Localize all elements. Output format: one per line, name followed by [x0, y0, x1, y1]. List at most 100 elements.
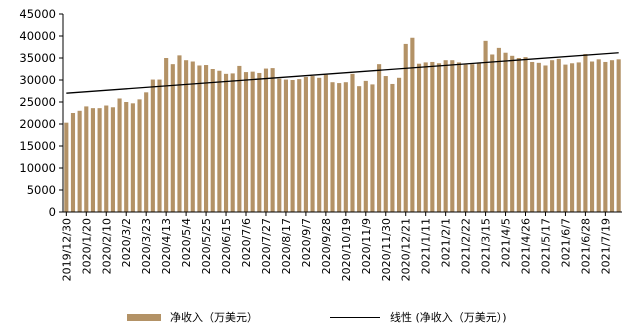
y-tick-label: 35000	[19, 51, 56, 65]
bar	[383, 76, 388, 212]
bar	[97, 108, 102, 212]
bar	[117, 98, 122, 212]
bar	[350, 73, 355, 212]
bar	[164, 58, 169, 212]
y-tick-label: 25000	[19, 95, 56, 109]
bar	[64, 122, 69, 212]
bar	[184, 60, 189, 213]
x-tick-label: 2021/2/22	[460, 218, 473, 274]
bar	[330, 82, 335, 212]
bar	[157, 79, 162, 212]
y-axis: 0 5000 10000 15000 20000 25000 30000 35000 40000…	[19, 7, 64, 219]
x-tick-label: 2021/3/15	[480, 218, 493, 274]
bar	[596, 59, 601, 212]
bar	[616, 59, 621, 212]
bar	[217, 70, 222, 212]
x-tick-label: 2021/4/26	[520, 218, 533, 274]
bar	[377, 64, 382, 212]
bar	[603, 61, 608, 213]
bar	[556, 58, 561, 212]
bar	[397, 77, 402, 212]
bar	[483, 40, 488, 213]
bar	[137, 99, 142, 212]
x-tick-label: 2020/3/23	[140, 218, 153, 274]
x-tick-label: 2020/9/7	[300, 218, 313, 267]
bar-series	[64, 37, 621, 213]
bar	[357, 86, 362, 212]
trend-line	[66, 52, 619, 94]
bar	[277, 78, 282, 213]
x-tick-label: 2021/4/5	[500, 218, 513, 267]
x-tick-label: 2020/5/4	[180, 218, 193, 267]
x-tick-label: 2020/11/9	[360, 218, 373, 274]
y-tick-label: 30000	[19, 73, 56, 87]
bar	[430, 61, 435, 213]
bar	[450, 60, 455, 213]
x-tick-label: 2019/12/30	[60, 218, 73, 281]
bar	[436, 63, 442, 212]
bar	[297, 79, 302, 213]
legend-item-linear-trend: 线性 (净收入（万美元）)	[330, 309, 507, 325]
x-tick-label: 2020/10/19	[340, 218, 353, 281]
bar	[463, 64, 468, 212]
bar	[510, 55, 515, 212]
net-income-chart: 0 5000 10000 15000 20000 25000 30000 35000 40000…	[19, 7, 622, 281]
legend-line-swatch	[330, 316, 380, 318]
bar	[257, 72, 262, 213]
bar	[543, 65, 548, 212]
bar	[190, 61, 195, 212]
x-tick-label: 2021/1/11	[420, 218, 433, 274]
bar	[536, 62, 541, 213]
bar	[490, 54, 495, 213]
x-tick-label: 2020/2/10	[100, 218, 113, 274]
legend: 净收入（万美元） 线性 (净收入（万美元）)	[0, 309, 624, 325]
legend-line-label: 线性 (净收入（万美元）)	[390, 311, 507, 324]
bar	[250, 71, 255, 212]
legend-bar-swatch	[127, 313, 161, 321]
bar	[609, 60, 615, 213]
bar	[90, 108, 96, 212]
y-tick-label: 10000	[19, 161, 56, 175]
x-tick-label: 2020/4/13	[160, 218, 173, 274]
y-tick-label: 40000	[19, 29, 56, 43]
bar	[550, 60, 555, 213]
bar	[516, 58, 521, 212]
x-tick-label: 2020/7/27	[260, 218, 273, 274]
x-tick-label: 2020/5/25	[200, 218, 213, 274]
x-tick-label: 2021/2/1	[440, 218, 453, 267]
y-tick-label: 15000	[19, 139, 56, 153]
y-tick-label: 20000	[19, 117, 56, 131]
bar	[530, 61, 535, 213]
y-tick-label: 0	[49, 205, 56, 219]
bar	[456, 62, 462, 213]
bar	[370, 84, 375, 212]
bar	[423, 62, 428, 213]
bar	[323, 74, 328, 212]
bar	[283, 79, 288, 212]
bar	[124, 102, 129, 212]
bar	[70, 113, 76, 212]
bar	[470, 64, 475, 212]
bar	[144, 92, 149, 212]
bar	[303, 76, 308, 212]
bar	[197, 65, 202, 212]
bar	[563, 64, 568, 212]
bar	[210, 69, 215, 212]
bar	[223, 73, 229, 212]
x-tick-label: 2021/5/17	[539, 218, 552, 274]
bar	[150, 79, 155, 212]
bar	[343, 82, 348, 212]
bar	[77, 110, 82, 212]
bar	[443, 60, 448, 213]
bar	[204, 65, 209, 212]
bar	[570, 63, 575, 212]
x-tick-label: 2020/1/20	[80, 218, 93, 274]
bar	[270, 68, 275, 213]
x-tick-label: 2020/8/17	[280, 218, 293, 274]
x-tick-label: 2020/6/15	[220, 218, 233, 274]
bar	[583, 54, 588, 212]
x-tick-label: 2020/9/28	[320, 218, 333, 274]
trend-line-path	[66, 52, 619, 94]
x-tick-label: 2020/7/6	[240, 218, 253, 267]
bar	[337, 83, 342, 212]
